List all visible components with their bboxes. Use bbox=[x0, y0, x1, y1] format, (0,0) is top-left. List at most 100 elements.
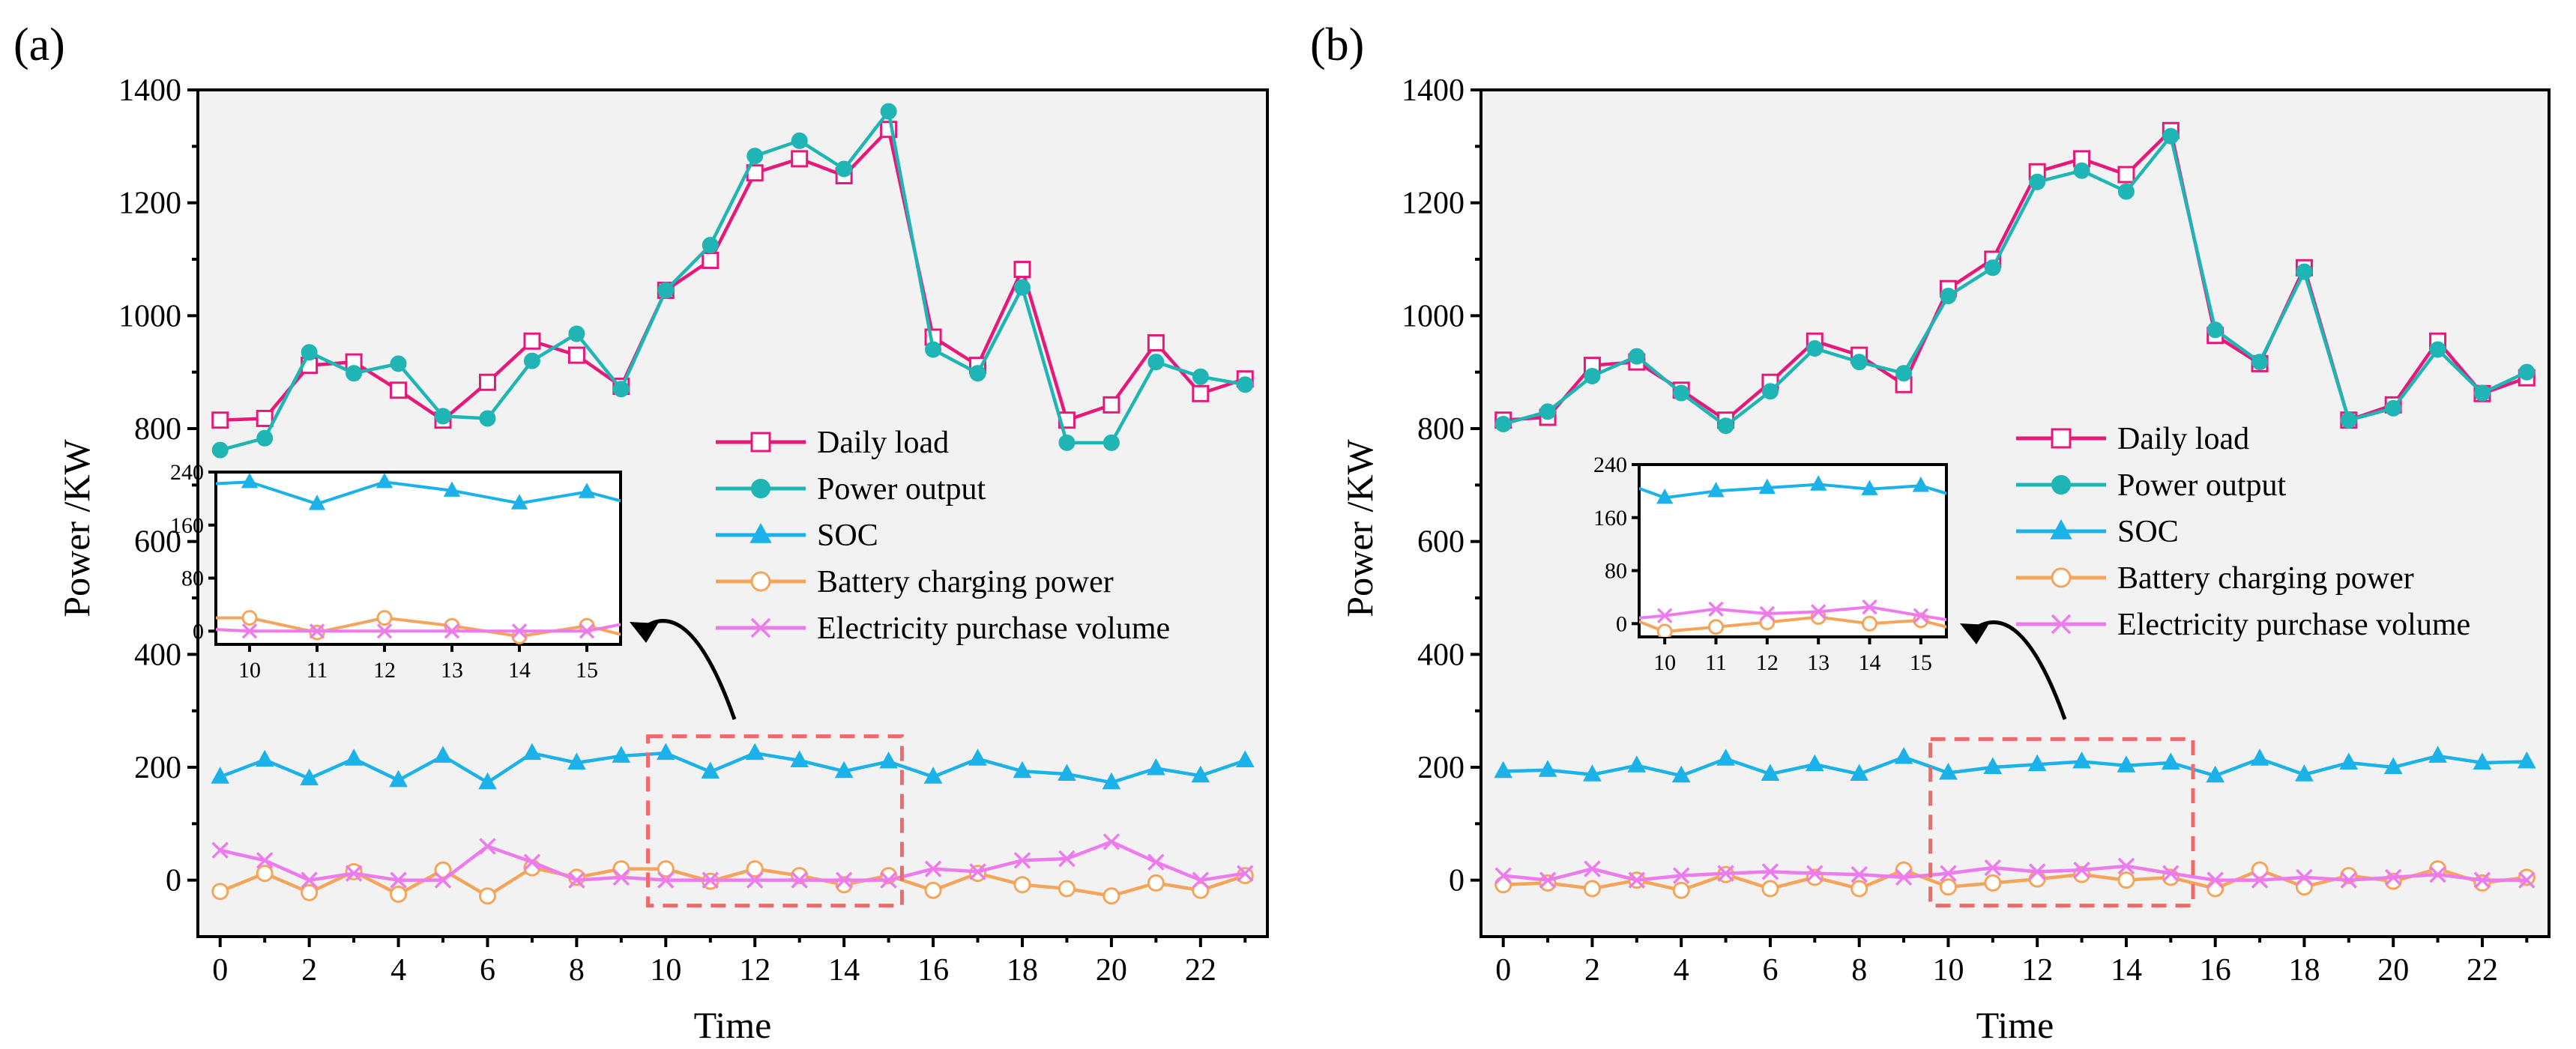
inset-data-point bbox=[1656, 623, 1673, 637]
x-tick-label: 12 bbox=[2021, 953, 2053, 988]
data-point bbox=[1103, 833, 1120, 850]
panel-label: (b) bbox=[1310, 19, 1364, 70]
legend-item-electricity-purchase-volume: Electricity purchase volume bbox=[2016, 608, 2470, 642]
panel-label: (a) bbox=[13, 19, 65, 70]
inset-data-point bbox=[308, 495, 326, 510]
data-point bbox=[1850, 865, 1868, 883]
inset-data-point bbox=[1758, 478, 1776, 495]
inset-data-point bbox=[511, 623, 528, 639]
data-point bbox=[1761, 383, 1779, 400]
data-point bbox=[1939, 878, 1957, 896]
y-tick-label: 600 bbox=[1417, 525, 1465, 560]
data-point bbox=[2073, 162, 2090, 179]
data-point bbox=[1761, 764, 1780, 782]
data-point bbox=[1147, 874, 1165, 892]
data-point bbox=[2517, 751, 2536, 769]
data-point bbox=[2429, 341, 2446, 358]
data-point bbox=[523, 352, 540, 369]
y-tick-label: 0 bbox=[1449, 864, 1465, 898]
inset-data-point bbox=[376, 610, 393, 626]
legend-label: Power output bbox=[2117, 468, 2286, 503]
y-tick-label: 800 bbox=[1417, 412, 1465, 447]
inset-y-tick-label: 80 bbox=[181, 566, 204, 591]
data-point bbox=[2429, 865, 2446, 883]
inset-series-line bbox=[216, 480, 621, 506]
data-point bbox=[1013, 852, 1031, 869]
data-point bbox=[2027, 754, 2047, 772]
inset-data-point bbox=[1656, 608, 1673, 623]
data-point bbox=[301, 883, 319, 901]
data-point bbox=[657, 282, 675, 299]
legend-item-daily-load: Daily load bbox=[2016, 422, 2249, 456]
inset-series-line bbox=[216, 616, 621, 638]
data-point bbox=[479, 410, 496, 427]
legend-item-power-output: Power output bbox=[2016, 468, 2286, 503]
x-tick-label: 20 bbox=[2377, 953, 2409, 988]
x-tick-label: 14 bbox=[2111, 953, 2142, 988]
x-axis-title: Time bbox=[694, 1004, 772, 1046]
series-line bbox=[1503, 754, 2527, 778]
data-point bbox=[1584, 860, 1601, 877]
series-electricity-purchase-volume bbox=[1494, 857, 2536, 889]
data-point bbox=[522, 743, 542, 761]
legend-label: Battery charging power bbox=[2117, 561, 2414, 596]
data-point bbox=[434, 871, 452, 889]
data-point bbox=[701, 761, 720, 779]
y-axis-title: Power /KW bbox=[55, 438, 97, 617]
data-point bbox=[1806, 340, 1824, 357]
data-point bbox=[256, 429, 274, 447]
data-point bbox=[1237, 865, 1254, 882]
data-point bbox=[256, 852, 274, 869]
data-point bbox=[656, 743, 675, 761]
data-point bbox=[702, 237, 719, 254]
inset-series-line bbox=[1639, 483, 1946, 500]
data-point bbox=[1013, 761, 1032, 779]
data-point bbox=[211, 441, 229, 459]
data-point bbox=[880, 103, 897, 120]
data-point bbox=[1761, 880, 1779, 898]
zoom-region-box bbox=[646, 734, 904, 908]
data-point bbox=[1147, 333, 1165, 351]
data-point bbox=[746, 871, 764, 889]
data-point bbox=[1939, 762, 1958, 780]
data-point bbox=[702, 252, 720, 270]
inset-data-point bbox=[578, 483, 596, 498]
data-point bbox=[1147, 758, 1165, 776]
data-point bbox=[2162, 127, 2180, 145]
data-point bbox=[1103, 434, 1120, 451]
series-soc bbox=[211, 743, 1255, 790]
x-tick-label: 18 bbox=[1007, 953, 1038, 988]
legend-label: Power output bbox=[817, 472, 986, 507]
data-point bbox=[746, 148, 764, 165]
data-point bbox=[2473, 384, 2491, 402]
legend-label: Battery charging power bbox=[817, 565, 1114, 599]
inset-y-tick-label: 80 bbox=[1605, 559, 1627, 584]
legend-label: Electricity purchase volume bbox=[817, 611, 1170, 646]
data-point bbox=[2207, 321, 2224, 339]
inset-data-point bbox=[241, 610, 258, 626]
y-axis-title: Power /KW bbox=[1339, 438, 1381, 617]
data-point bbox=[301, 871, 318, 889]
data-point bbox=[211, 767, 230, 784]
data-point bbox=[2207, 871, 2224, 889]
data-point bbox=[835, 871, 853, 889]
data-point bbox=[1058, 764, 1076, 782]
data-point bbox=[390, 886, 408, 903]
data-point bbox=[2251, 871, 2269, 889]
inset-data-point bbox=[1809, 475, 1827, 491]
data-point bbox=[1940, 865, 1957, 882]
inset-data-point bbox=[1861, 480, 1878, 495]
data-point bbox=[1013, 876, 1031, 894]
data-point bbox=[1103, 887, 1120, 905]
data-point bbox=[434, 861, 452, 879]
x-tick-label: 0 bbox=[1495, 953, 1511, 988]
data-point bbox=[345, 865, 363, 882]
legend: Daily load Power output SOC Battery chargin… bbox=[716, 426, 1170, 646]
data-point bbox=[2250, 749, 2269, 766]
legend-marker bbox=[750, 617, 771, 638]
x-tick-label: 16 bbox=[917, 953, 949, 988]
data-point bbox=[435, 408, 452, 425]
legend-marker bbox=[2051, 428, 2072, 449]
